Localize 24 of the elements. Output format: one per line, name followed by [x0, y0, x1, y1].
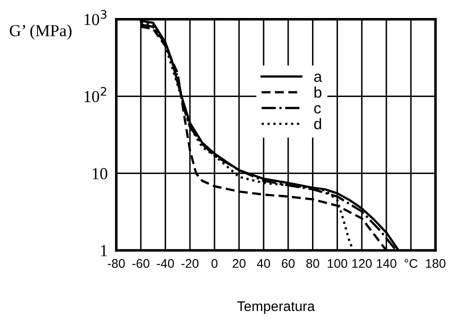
- x-tick-label: °C: [404, 259, 418, 268]
- y-tick-label: 1: [101, 245, 107, 256]
- x-tick-label: 60: [282, 259, 295, 268]
- x-tick-label: 180: [426, 259, 446, 268]
- x-tick-label: -60: [132, 259, 150, 268]
- x-tick-label: -80: [108, 259, 125, 268]
- x-tick-label: 80: [306, 259, 320, 268]
- y-tick-label: 10: [92, 168, 108, 180]
- x-tick-label: 140: [376, 259, 396, 268]
- x-tick-label: -20: [181, 259, 198, 268]
- legend-label: c: [314, 105, 321, 114]
- x-tick-label: 100: [328, 259, 348, 268]
- x-tick-label: 120: [352, 259, 372, 268]
- legend-label: d: [314, 118, 322, 130]
- x-tick-label: 20: [232, 259, 246, 268]
- x-tick-label: -40: [156, 259, 174, 268]
- legend-label: a: [314, 74, 322, 82]
- y-tick-label: 10$^{2}$: [84, 87, 106, 102]
- x-tick-label: 0: [212, 259, 218, 268]
- x-axis-title: Temperatura: [237, 301, 315, 314]
- y-tick-label: 10$^{3}$: [84, 10, 106, 26]
- y-axis-title: G’ (MPa): [10, 24, 72, 40]
- x-tick-label: 40: [256, 259, 270, 268]
- legend-label: b: [314, 86, 322, 98]
